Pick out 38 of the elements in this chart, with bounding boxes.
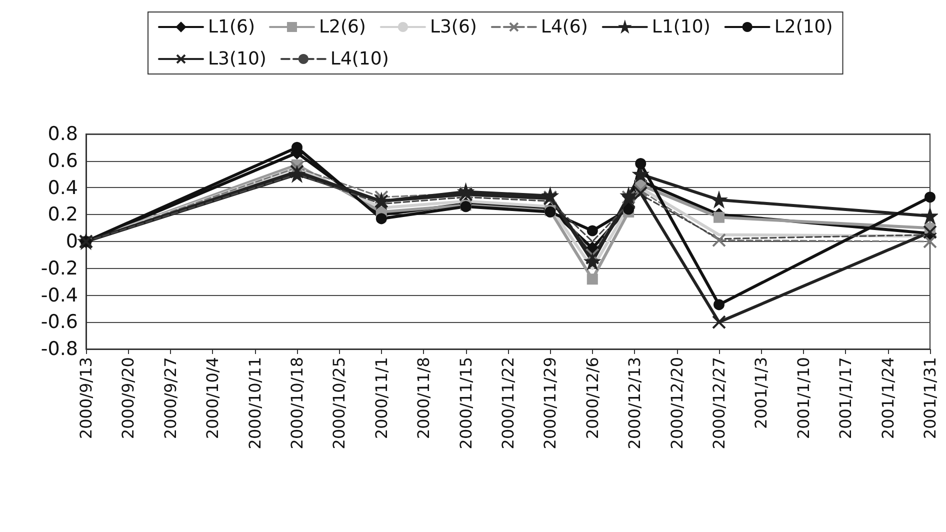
x-tick-label: 2000/12/27 — [710, 357, 728, 450]
x-tick-label: 2001/1/24 — [878, 357, 898, 440]
x-tick-label: 2000/11/15 — [456, 357, 476, 450]
y-tick-label: -0.4 — [40, 284, 78, 306]
y-tick-label: 0 — [66, 230, 78, 252]
y-tick-label: 0.4 — [48, 176, 78, 199]
x-tick-label: 2000/10/11 — [245, 357, 264, 450]
x-tick-label: 2000/10/4 — [203, 357, 222, 440]
x-tick-label: 2000/12/13 — [625, 357, 644, 450]
legend-label: L2(6) — [318, 16, 366, 38]
x-tick-label: 2000/12/6 — [582, 357, 602, 440]
x-tick-label: 2000/11/29 — [540, 357, 560, 450]
legend-label: L2(10) — [774, 16, 833, 38]
legend-label: L3(10) — [208, 48, 266, 70]
y-tick-label: 0.6 — [48, 150, 78, 172]
x-tick-label: 2000/10/25 — [330, 357, 349, 450]
x-tick-label: 2000/10/18 — [288, 357, 306, 450]
x-tick-label: 2000/11/1 — [372, 357, 391, 440]
x-tick-label: 2000/11/8 — [414, 357, 434, 440]
x-tick-label: 2001/1/3 — [752, 357, 771, 429]
y-tick-label: 0.2 — [48, 204, 78, 226]
legend-label: L4(6) — [540, 16, 588, 38]
x-tick-label: 2001/1/10 — [794, 357, 813, 440]
y-tick-label: -0.2 — [40, 257, 78, 280]
legend-label: L4(10) — [330, 48, 389, 70]
y-tick-label: 0.8 — [48, 123, 78, 145]
x-tick-label: 2001/1/17 — [836, 357, 856, 440]
legend-label: L1(10) — [652, 16, 710, 38]
x-tick-label: 2000/9/27 — [160, 357, 180, 440]
y-tick-label: -0.6 — [40, 311, 78, 334]
x-tick-label: 2001/1/31 — [920, 357, 940, 440]
x-tick-label: 2000/9/20 — [118, 357, 138, 440]
legend-label: L1(6) — [208, 16, 255, 38]
x-tick-label: 2000/11/22 — [498, 357, 518, 450]
x-tick-label: 2000/9/13 — [76, 357, 96, 440]
legend-label: L3(6) — [430, 16, 477, 38]
x-tick-label: 2000/12/20 — [667, 357, 686, 450]
y-tick-label: -0.8 — [40, 338, 78, 360]
